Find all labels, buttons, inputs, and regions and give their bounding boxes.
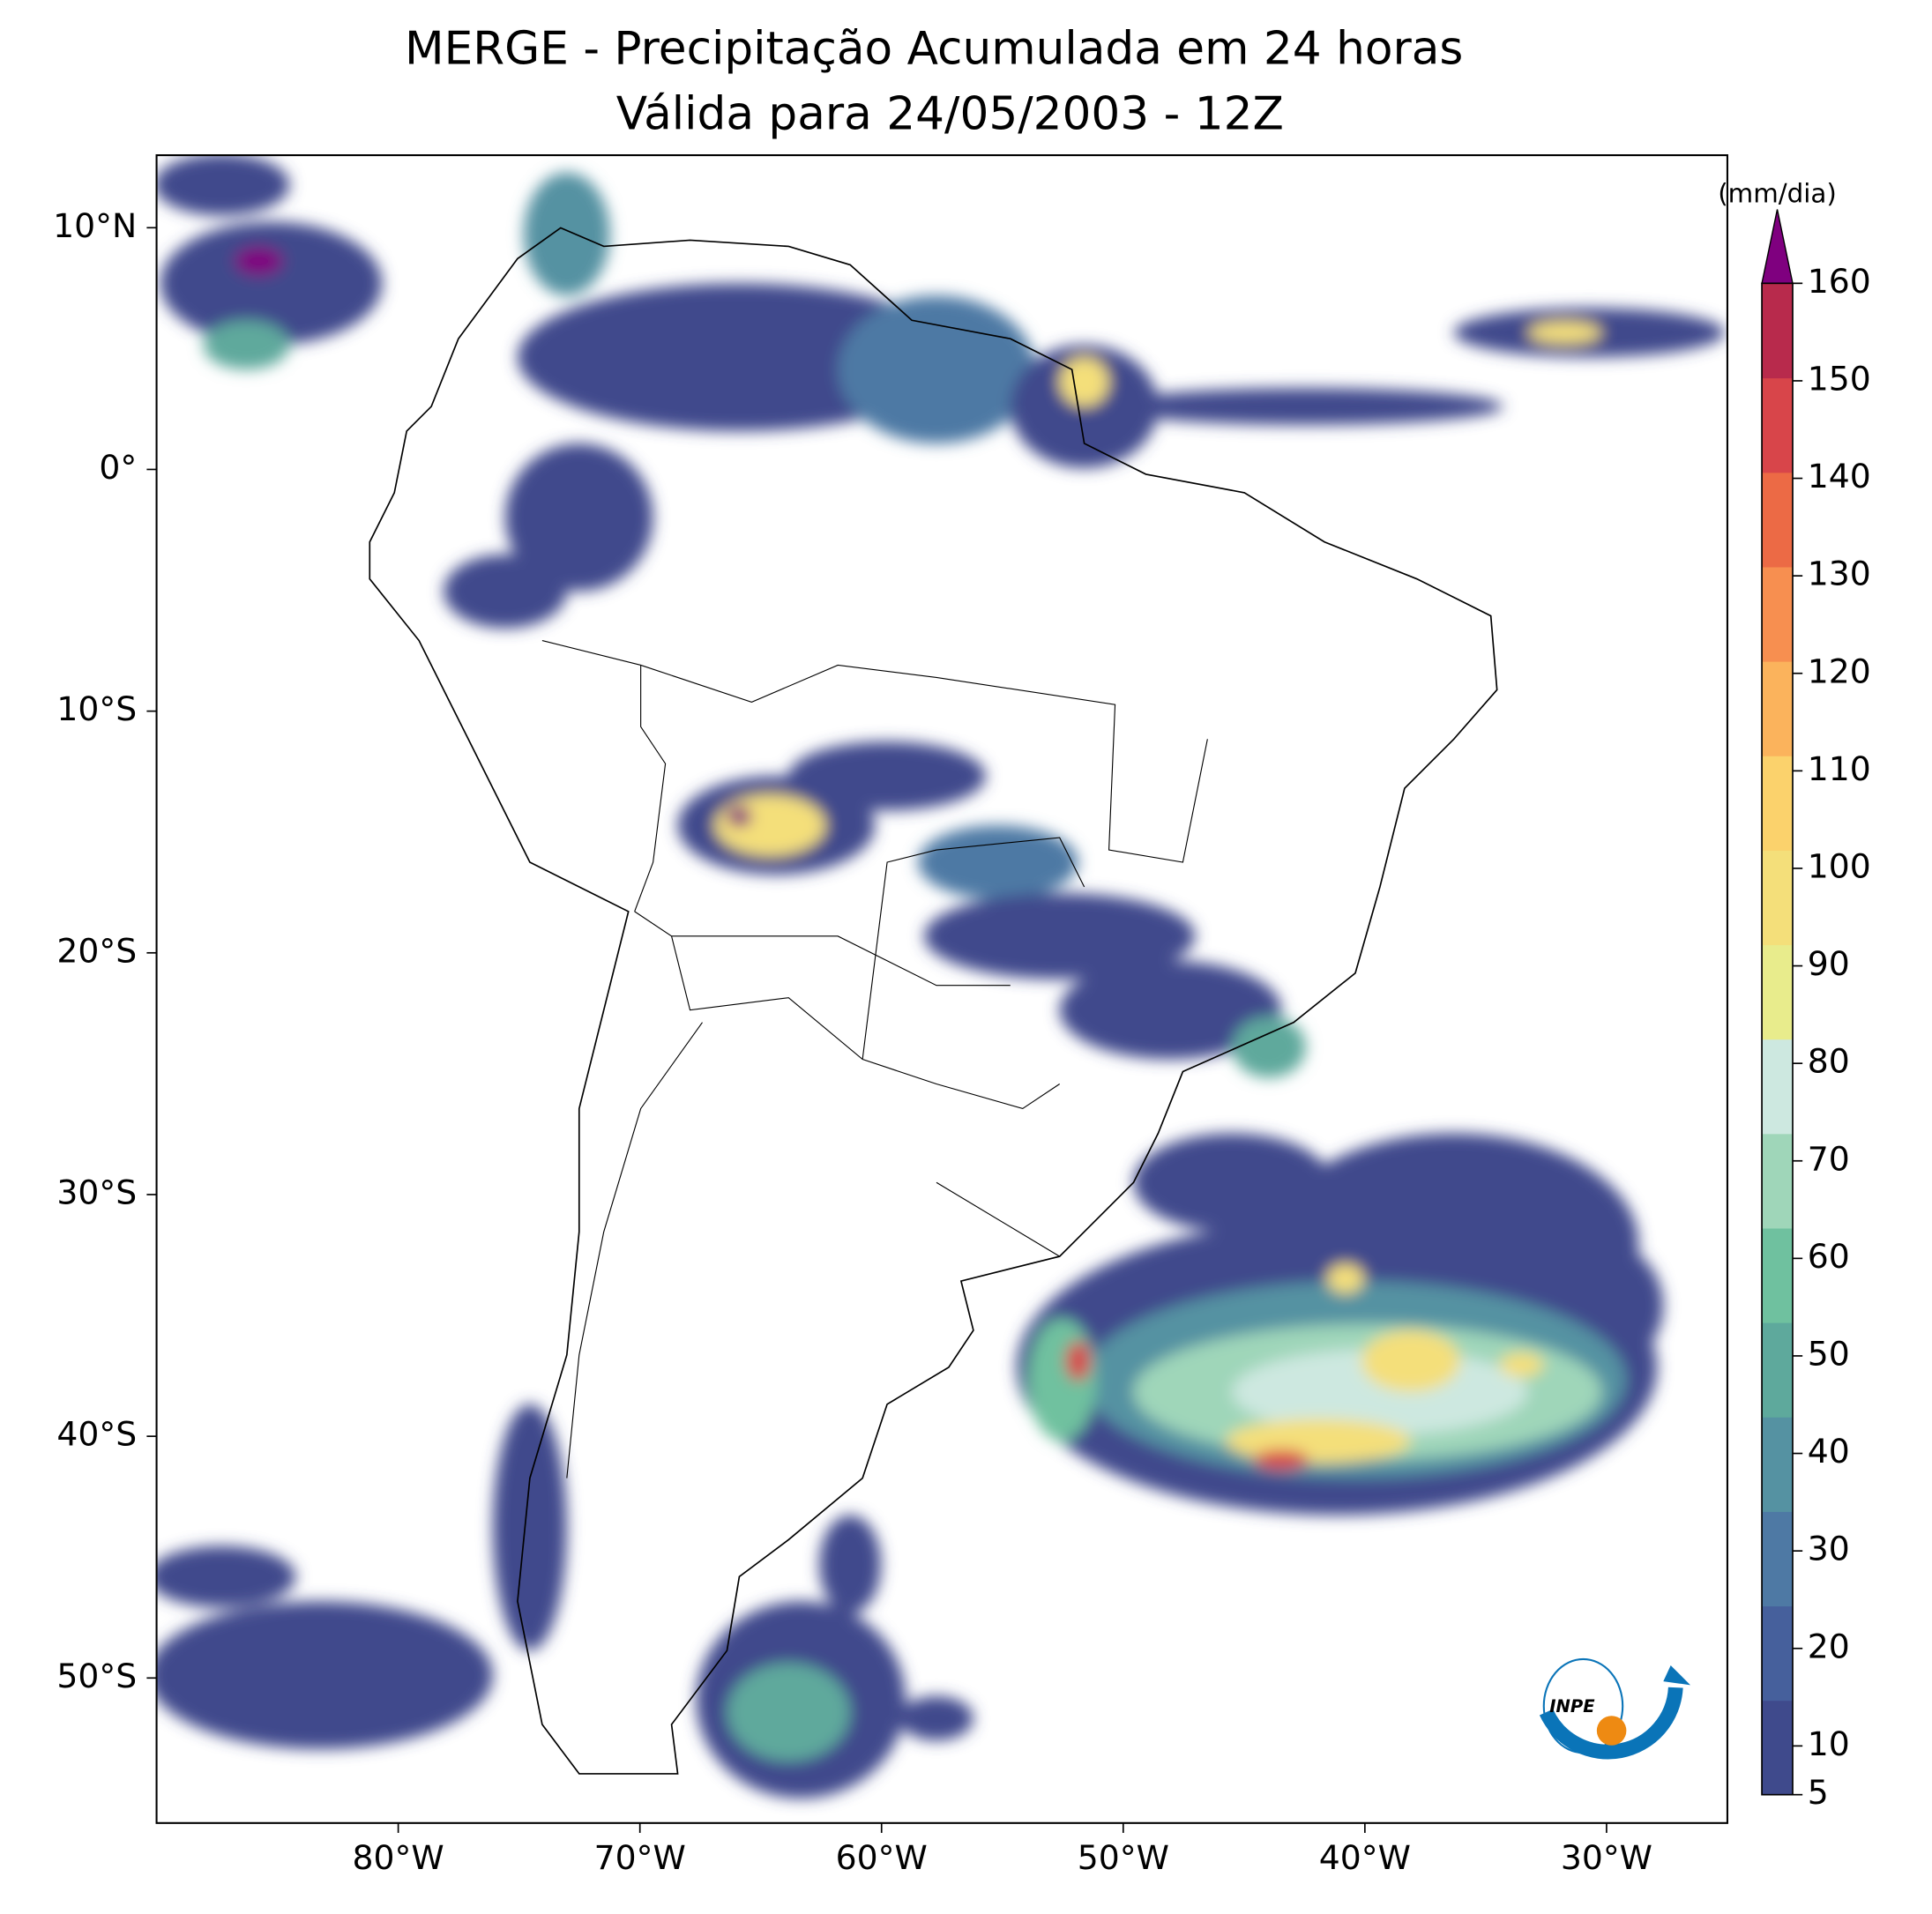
colorbar-band	[1762, 1039, 1793, 1135]
y-tick-label: 50°S	[56, 1657, 137, 1695]
y-tick-label: 40°S	[56, 1415, 137, 1454]
colorbar-tick-label: 110	[1808, 749, 1871, 788]
colorbar-band	[1762, 472, 1793, 568]
x-tick-label: 60°W	[836, 1838, 928, 1877]
colorbar-tick-label: 40	[1808, 1432, 1850, 1471]
colorbar-tick-label: 140	[1808, 457, 1871, 495]
precipitation-field	[156, 155, 1726, 1799]
colorbar-tick-label: 60	[1808, 1237, 1850, 1276]
colorbar-tick-label: 5	[1808, 1773, 1829, 1812]
colorbar-tick-label: 100	[1808, 846, 1871, 885]
colorbar-band	[1762, 1700, 1793, 1796]
colorbar-band	[1762, 1322, 1793, 1418]
colorbar-tick-label: 80	[1808, 1042, 1850, 1081]
colorbar-band	[1762, 283, 1793, 379]
colorbar-tick-label: 130	[1808, 555, 1871, 593]
coastline	[369, 227, 1498, 1775]
colorbar-tick-label: 150	[1808, 359, 1871, 398]
borders	[541, 639, 1208, 1478]
colorbar-band	[1762, 1511, 1793, 1607]
colorbar-tick-label: 70	[1808, 1139, 1850, 1178]
colorbar-tick-label: 10	[1808, 1724, 1850, 1763]
colorbar-tick-label: 120	[1808, 652, 1871, 690]
colorbar-tick-label: 30	[1808, 1530, 1850, 1568]
colorbar-band	[1762, 944, 1793, 1040]
inpe-logo: INPE	[1539, 1657, 1691, 1760]
x-tick-label: 30°W	[1561, 1838, 1652, 1877]
x-tick-label: 40°W	[1319, 1838, 1411, 1877]
y-tick-label: 10°N	[53, 206, 137, 245]
colorbar-extension	[1761, 209, 1794, 285]
colorbar-band	[1762, 1605, 1793, 1702]
colorbar-band	[1762, 756, 1793, 851]
colorbar-band	[1762, 1227, 1793, 1323]
colorbar-tick-label: 20	[1808, 1627, 1850, 1665]
subtitle: Válida para 24/05/2003 - 12Z	[616, 88, 1284, 141]
colorbar-tick-label: 50	[1808, 1334, 1850, 1373]
colorbar-band	[1762, 566, 1793, 662]
colorbar-frame	[1761, 282, 1794, 1796]
title: MERGE - Precipitação Acumulada em 24 hor…	[405, 23, 1463, 76]
y-tick-label: 0°	[99, 448, 137, 487]
colorbar-band	[1762, 850, 1793, 946]
x-tick-label: 80°W	[353, 1838, 444, 1877]
y-tick-label: 20°S	[56, 931, 137, 970]
map-area	[156, 155, 1727, 1823]
logo-text: INPE	[1549, 1696, 1595, 1717]
y-tick-label: 30°S	[56, 1173, 137, 1211]
map-frame	[155, 153, 1728, 1824]
colorbar-label: (mm/dia)	[1718, 178, 1837, 208]
colorbar-band	[1762, 1417, 1793, 1512]
colorbar-band	[1762, 377, 1793, 473]
colorbar-band	[1762, 1133, 1793, 1229]
colorbar-tick-label: 90	[1808, 944, 1850, 983]
y-tick-label: 10°S	[56, 689, 137, 728]
colorbar-tick-label: 160	[1808, 262, 1871, 301]
colorbar-band	[1762, 660, 1793, 756]
x-tick-label: 50°W	[1078, 1838, 1169, 1877]
x-tick-label: 70°W	[594, 1838, 686, 1877]
